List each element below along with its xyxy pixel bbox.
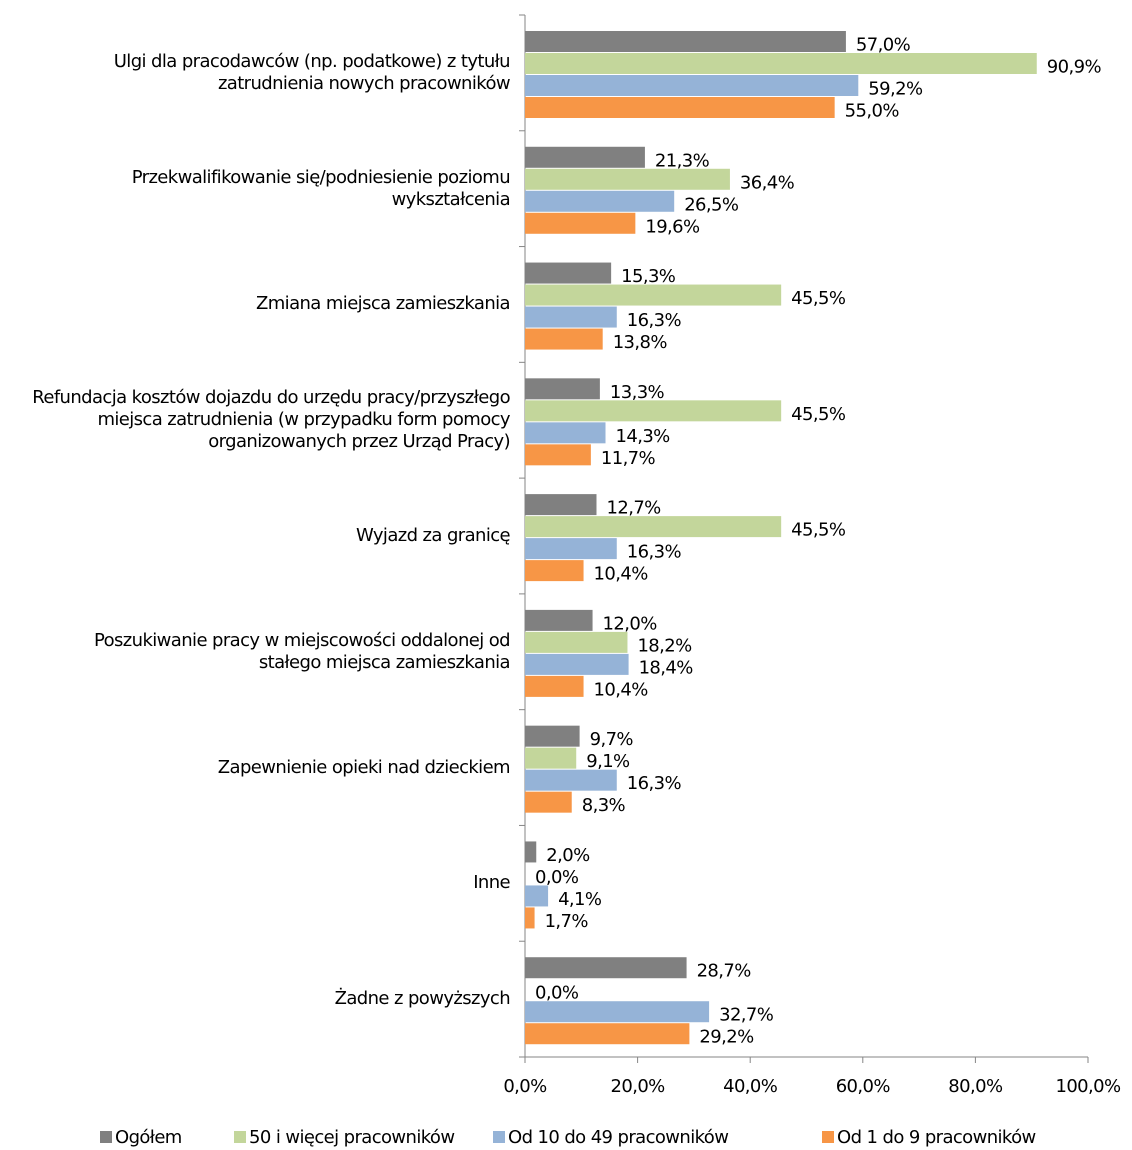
bar [525,53,1037,74]
value-label: 0,0% [535,867,579,888]
category-label: Wyjazd za granicę [356,525,511,546]
x-tick-label: 40,0% [723,1076,778,1097]
category-label: Zapewnienie opieki nad dzieckiem [217,756,511,778]
bar [525,212,636,234]
value-label: 55,0% [845,101,900,122]
category-label: Przekwalifikowanie się/podniesienie pozi… [131,166,511,210]
bar [525,328,603,350]
bar [525,146,645,168]
value-label: 9,7% [590,729,634,750]
bar [525,675,584,697]
bar [525,885,549,907]
value-label: 12,7% [607,498,662,519]
value-label: 59,2% [868,79,923,100]
value-label: 13,8% [613,332,668,353]
bar [525,769,617,791]
bar [525,1023,690,1045]
bar [525,747,577,769]
legend-swatch [100,1131,112,1143]
bar [525,378,600,400]
legend-swatch [493,1131,505,1143]
value-label: 0,0% [535,983,579,1004]
x-tick-label: 60,0% [836,1076,891,1097]
legend-label: Ogółem [115,1127,182,1148]
value-label: 14,3% [616,426,671,447]
category-label: Zmiana miejsca zamieszkania [256,293,511,315]
value-label: 8,3% [582,795,626,816]
bar [525,1001,710,1023]
value-label: 28,7% [697,961,752,982]
bar [525,31,846,52]
value-label: 9,1% [586,751,630,772]
value-label: 16,3% [627,310,682,331]
value-label: 10,4% [594,679,649,700]
bar [525,653,629,675]
value-label: 4,1% [558,889,602,910]
value-label: 16,3% [627,542,682,563]
value-label: 2,0% [546,845,590,866]
bar [525,306,617,328]
bar [525,609,593,631]
value-label: 26,5% [684,194,739,215]
x-tick-label: 20,0% [611,1076,666,1097]
bar [525,168,730,190]
bar [525,538,617,560]
legend-label: 50 i więcej pracowników [249,1127,454,1148]
bar [525,422,606,444]
value-label: 21,3% [655,150,710,171]
bar [525,444,591,466]
bar [525,907,535,929]
value-label: 13,3% [610,382,665,403]
value-label: 18,4% [639,657,694,678]
bar [525,190,675,212]
value-label: 36,4% [740,172,795,193]
value-label: 15,3% [621,266,676,287]
value-label: 10,4% [594,564,649,585]
category-label: Inne [473,872,510,894]
legend-label: Od 1 do 9 pracowników [837,1127,1036,1148]
value-label: 45,5% [791,288,846,309]
legend-swatch [234,1131,246,1143]
value-label: 45,5% [791,520,846,541]
bar [525,494,597,516]
value-label: 12,0% [603,613,658,634]
value-label: 90,9% [1047,57,1102,78]
value-label: 45,5% [791,404,846,425]
value-label: 19,6% [645,216,700,237]
value-label: 16,3% [627,773,682,794]
value-label: 11,7% [601,448,656,469]
category-label: Żadne z powyższych [334,988,511,1010]
bar [525,262,612,284]
bar [525,400,782,422]
bar [525,97,835,118]
x-tick-label: 80,0% [948,1076,1003,1097]
bar [525,631,628,653]
x-tick-label: 100,0% [1055,1076,1121,1097]
value-label: 18,2% [637,635,692,656]
bar [525,560,584,582]
bar [525,957,687,979]
bar [525,841,537,863]
category-label: Refundacja kosztów dojazdu do urzędu pra… [32,387,510,453]
bar [525,75,859,96]
value-label: 1,7% [545,911,589,932]
value-label: 32,7% [719,1005,774,1026]
legend-label: Od 10 do 49 pracowników [508,1127,728,1148]
bar [525,284,782,306]
legend-swatch [822,1131,834,1143]
category-label: Poszukiwanie pracy w miejscowości oddalo… [94,629,511,673]
value-label: 29,2% [699,1027,754,1048]
value-label: 57,0% [856,35,911,56]
x-tick-label: 0,0% [503,1076,547,1097]
bar [525,516,782,538]
bar [525,791,572,813]
bar [525,725,580,747]
category-label: Ulgi dla pracodawców (np. podatkowe) z t… [113,50,511,94]
